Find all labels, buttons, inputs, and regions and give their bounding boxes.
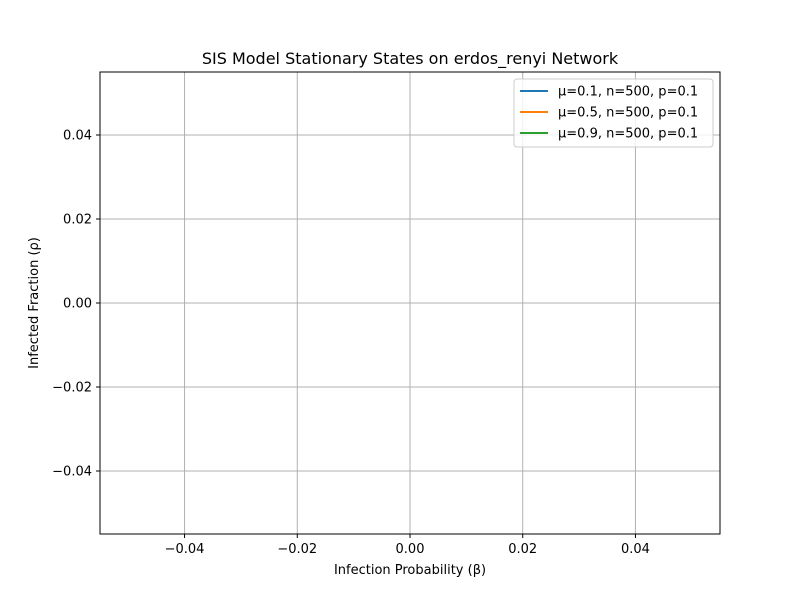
legend-label-3: μ=0.9, n=500, p=0.1 bbox=[558, 127, 698, 142]
x-tick-label: 0.00 bbox=[396, 542, 425, 557]
legend-label-2: μ=0.5, n=500, p=0.1 bbox=[558, 106, 698, 121]
y-tick-label: 0.04 bbox=[63, 129, 92, 144]
y-tick-label: 0.02 bbox=[63, 213, 92, 228]
x-tick-label: −0.04 bbox=[165, 542, 205, 557]
y-axis-label: Infected Fraction (ρ) bbox=[27, 237, 42, 369]
legend: μ=0.1, n=500, p=0.1 μ=0.5, n=500, p=0.1 … bbox=[513, 78, 714, 148]
x-tick-label: 0.04 bbox=[621, 542, 650, 557]
y-tick-label: −0.04 bbox=[52, 465, 92, 480]
x-tick-label: −0.02 bbox=[277, 542, 317, 557]
y-tick-label: 0.00 bbox=[63, 297, 92, 312]
legend-label-1: μ=0.1, n=500, p=0.1 bbox=[558, 85, 698, 100]
x-tick-label: 0.02 bbox=[508, 542, 537, 557]
chart-title: SIS Model Stationary States on erdos_ren… bbox=[202, 49, 619, 69]
x-axis-ticks: −0.04 −0.02 0.00 0.02 0.04 bbox=[165, 534, 650, 557]
x-axis-label: Infection Probability (β) bbox=[334, 563, 486, 578]
y-tick-label: −0.02 bbox=[52, 381, 92, 396]
legend-box bbox=[513, 78, 714, 148]
y-axis-ticks: −0.04 −0.02 0.00 0.02 0.04 bbox=[52, 129, 100, 480]
